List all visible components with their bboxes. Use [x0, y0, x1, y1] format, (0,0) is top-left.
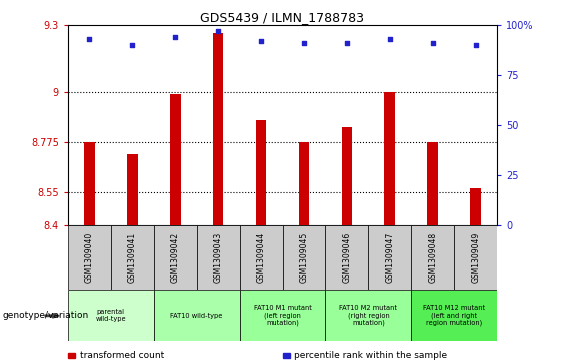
Bar — [341, 127, 353, 225]
Point — [299, 40, 308, 46]
Bar — [154, 225, 197, 290]
Point — [214, 28, 223, 34]
Text: FAT10 wild-type: FAT10 wild-type — [171, 313, 223, 319]
Text: GSM1309040: GSM1309040 — [85, 232, 94, 284]
Text: GSM1309041: GSM1309041 — [128, 232, 137, 283]
Text: transformed count: transformed count — [80, 351, 164, 360]
Point — [385, 36, 394, 42]
Bar — [154, 290, 240, 341]
Text: GSM1309045: GSM1309045 — [299, 232, 308, 284]
Bar — [197, 225, 240, 290]
Bar — [384, 92, 395, 225]
Bar — [325, 225, 368, 290]
Bar — [68, 290, 154, 341]
Bar — [68, 225, 111, 290]
Bar — [127, 154, 137, 225]
Bar — [325, 290, 411, 341]
Bar — [240, 225, 282, 290]
Text: GSM1309047: GSM1309047 — [385, 232, 394, 284]
Text: GSM1309049: GSM1309049 — [471, 232, 480, 284]
Bar — [298, 142, 310, 225]
Text: GSM1309044: GSM1309044 — [257, 232, 266, 284]
Text: FAT10 M1 mutant
(left region
mutation): FAT10 M1 mutant (left region mutation) — [254, 305, 311, 326]
Bar — [411, 290, 497, 341]
Point — [128, 42, 137, 48]
Bar — [212, 33, 223, 225]
Text: GSM1309048: GSM1309048 — [428, 232, 437, 283]
Point — [428, 40, 437, 46]
Text: FAT10 M12 mutant
(left and right
region mutation): FAT10 M12 mutant (left and right region … — [423, 305, 485, 326]
Bar — [427, 142, 438, 225]
Text: parental
wild-type: parental wild-type — [95, 309, 126, 322]
Text: FAT10 M2 mutant
(right region
mutation): FAT10 M2 mutant (right region mutation) — [340, 305, 397, 326]
Bar — [282, 225, 325, 290]
Text: GSM1309042: GSM1309042 — [171, 232, 180, 283]
Bar — [411, 225, 454, 290]
Bar — [255, 120, 267, 225]
Text: GSM1309043: GSM1309043 — [214, 232, 223, 284]
Point — [85, 36, 94, 42]
Bar — [111, 225, 154, 290]
Bar — [454, 225, 497, 290]
Bar — [470, 188, 481, 225]
Text: GSM1309046: GSM1309046 — [342, 232, 351, 284]
Bar — [170, 94, 180, 225]
Point — [171, 34, 180, 40]
Text: percentile rank within the sample: percentile rank within the sample — [294, 351, 447, 360]
Title: GDS5439 / ILMN_1788783: GDS5439 / ILMN_1788783 — [201, 11, 364, 24]
Bar — [84, 142, 95, 225]
Text: genotype/variation: genotype/variation — [3, 311, 89, 320]
Bar — [368, 225, 411, 290]
Point — [342, 40, 351, 46]
Point — [257, 38, 266, 44]
Bar — [240, 290, 325, 341]
Point — [471, 42, 480, 48]
